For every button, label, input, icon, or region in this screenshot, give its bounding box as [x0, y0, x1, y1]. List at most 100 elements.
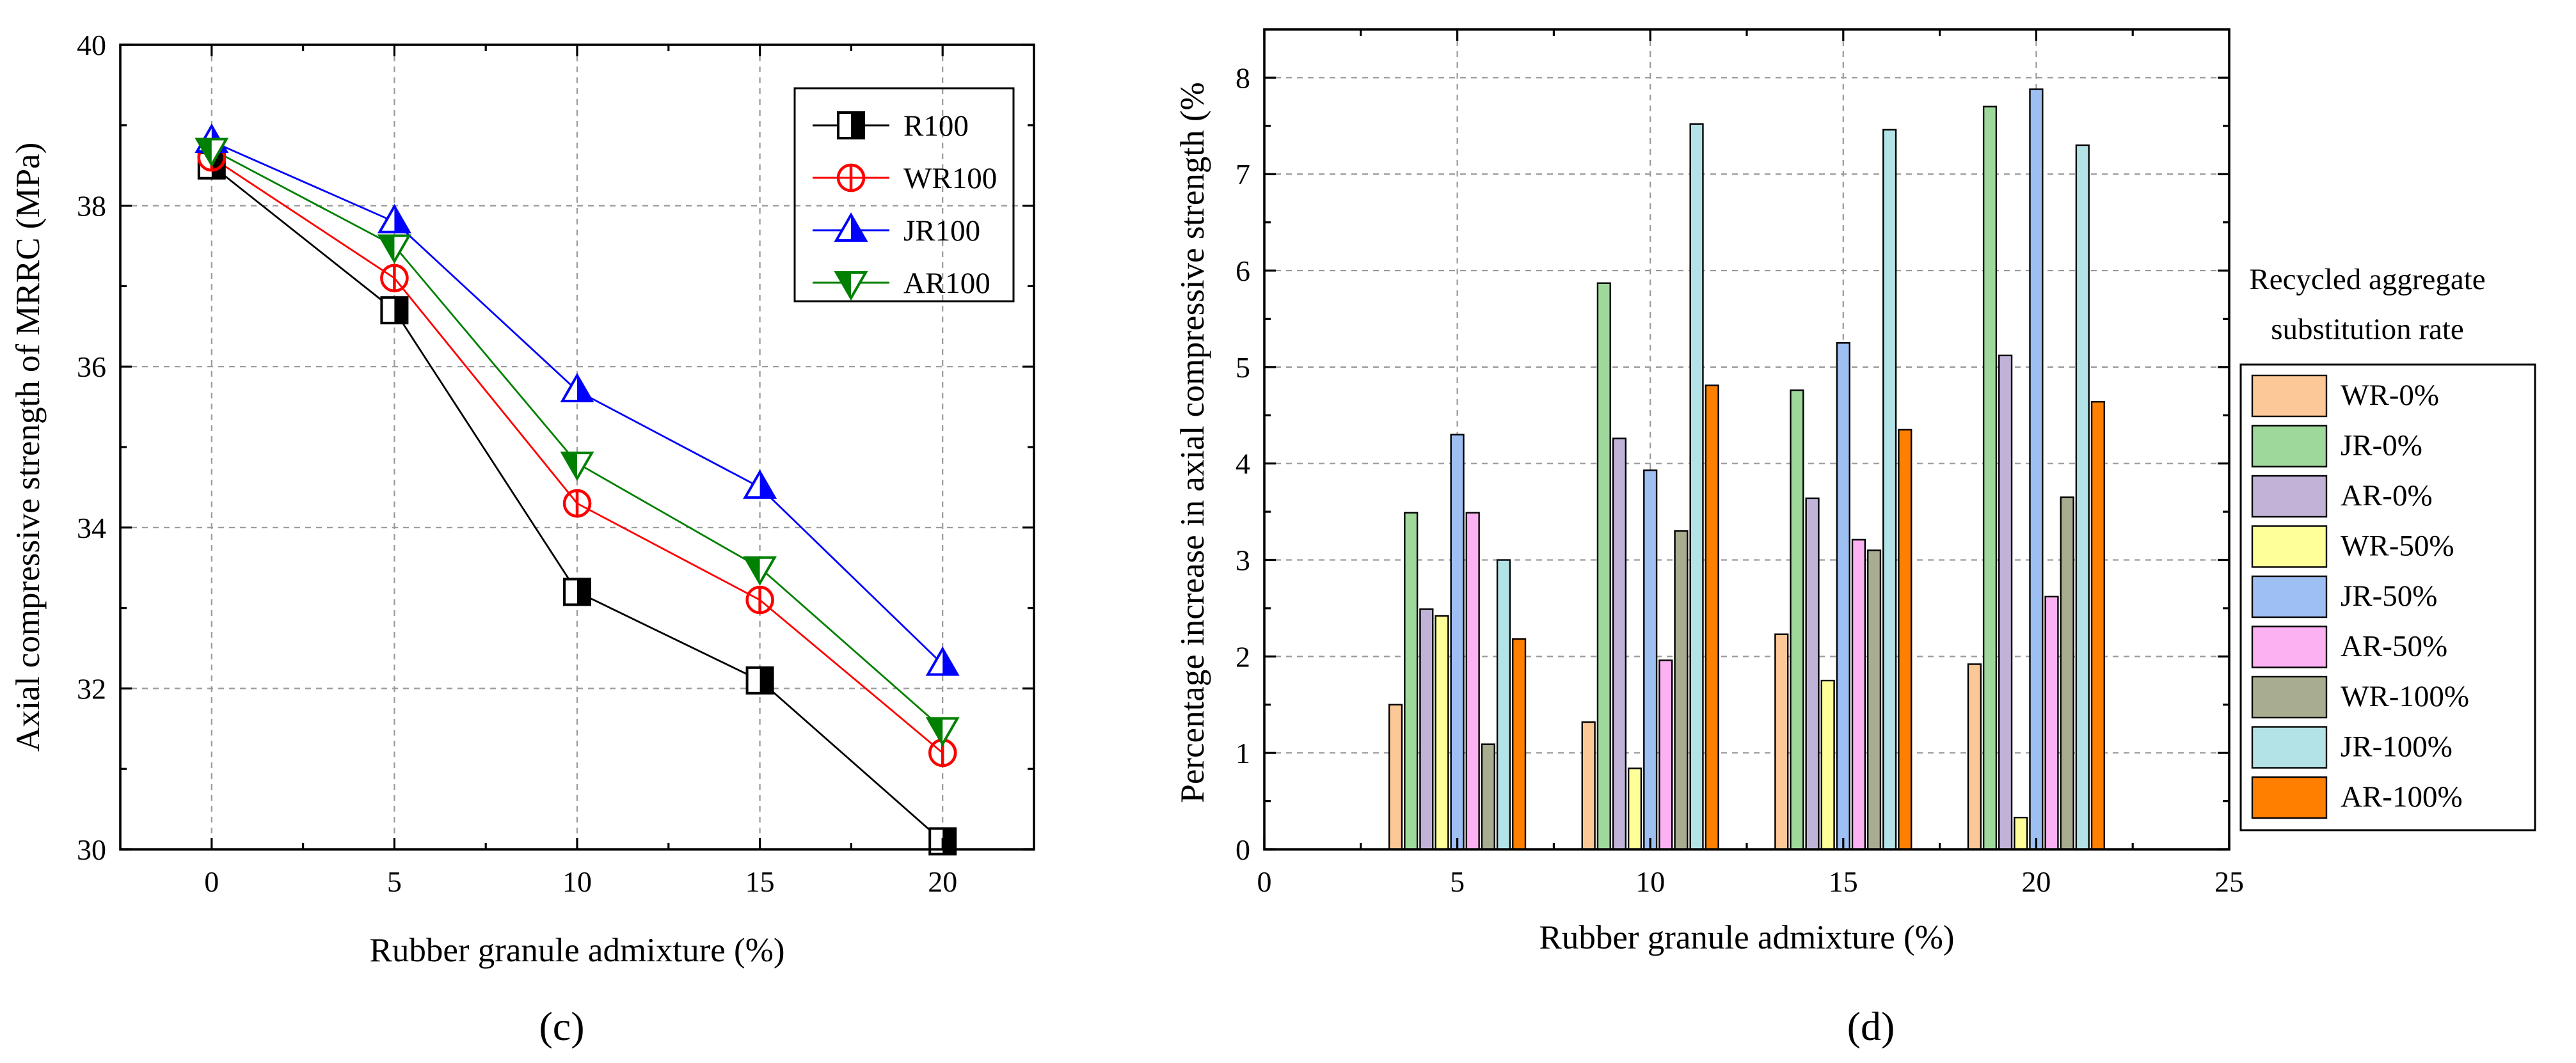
- data-point-jr100: [925, 646, 960, 676]
- x-tick-label: 20: [2021, 865, 2051, 898]
- bar-ar-100pct-15: [1898, 429, 1912, 851]
- y-axis-label: Axial compressive strength of MRRC (MPa): [10, 143, 47, 752]
- grid-lines: [1264, 29, 2229, 849]
- bar-jr-0pct-10: [1596, 282, 1611, 851]
- legend: WR-0% JR-0% AR-0% WR-50% JR-50% AR-50% WR-100%…: [2239, 363, 2536, 831]
- grid-lines: [120, 45, 1034, 849]
- data-point-r100: [563, 578, 591, 606]
- legend-swatch: [2251, 425, 2328, 468]
- bar-ar-0pct-5: [1419, 608, 1434, 851]
- legend-label-wr-0pct: WR-0%: [2341, 379, 2439, 412]
- bar-jr-0pct-20: [1982, 106, 1998, 851]
- bar-wr-50pct-10: [1627, 768, 1642, 851]
- bar-jr-100pct-20: [2075, 144, 2090, 851]
- data-point-ar100: [743, 556, 777, 586]
- legend-label-ar-0pct: AR-0%: [2341, 479, 2433, 512]
- bar-ar-50pct-10: [1658, 659, 1673, 851]
- panel-label-c: (c): [539, 1004, 584, 1049]
- legend-label-jr-100pct: JR-100%: [2341, 730, 2453, 764]
- y-tick-label: 6: [1236, 255, 1250, 287]
- series-lines: [195, 123, 960, 856]
- axis-ticks: 0 5 10 15 20 30 32 34 36 38 40: [77, 29, 1034, 898]
- bar-jr-0pct-5: [1404, 512, 1419, 851]
- bar-wr-100pct-10: [1674, 530, 1689, 851]
- data-point-jr100: [377, 203, 411, 233]
- data-point-r100: [380, 296, 409, 325]
- x-tick-label: 5: [387, 865, 402, 898]
- bar-jr-100pct-10: [1689, 123, 1704, 851]
- bar-jr-0pct-15: [1790, 389, 1804, 851]
- legend-swatch: [2251, 525, 2328, 568]
- bar-wr-50pct-5: [1435, 615, 1449, 851]
- x-tick-label: 5: [1450, 865, 1465, 898]
- legend-label-jr-50pct: JR-50%: [2341, 579, 2437, 613]
- data-point-jr100: [743, 469, 777, 499]
- legend-swatch: [2251, 626, 2328, 668]
- bars: [1388, 88, 2106, 851]
- bar-wr-50pct-20: [2014, 817, 2028, 851]
- axis-ticks: 0 5 10 15 20 25 0 1 2 3 4 5 6 7 8: [1236, 29, 2244, 898]
- y-tick-label: 7: [1236, 158, 1250, 191]
- y-tick-label: 38: [77, 190, 106, 223]
- x-tick-label: 25: [2214, 865, 2244, 898]
- data-point-r100: [745, 666, 774, 695]
- legend-label-wr100: WR100: [903, 162, 997, 195]
- x-tick-label: 10: [1635, 865, 1665, 898]
- data-point-wr100: [562, 489, 592, 518]
- y-tick-label: 30: [77, 833, 106, 866]
- x-tick-label: 0: [1257, 865, 1272, 898]
- legend-title-line-2: substitution rate: [2271, 313, 2464, 346]
- legend-swatch: [2251, 726, 2328, 769]
- legend-label-ar100: AR100: [903, 267, 990, 300]
- bar-wr-100pct-15: [1866, 549, 1882, 851]
- x-tick-label: 15: [745, 865, 775, 898]
- bar-ar-0pct-15: [1805, 497, 1820, 851]
- legend-label-wr-100pct: WR-100%: [2341, 680, 2469, 713]
- legend-label-jr100: JR100: [903, 214, 980, 248]
- y-tick-label: 4: [1236, 448, 1250, 480]
- bar-ar-50pct-15: [1851, 539, 1866, 851]
- bar-wr-0pct-10: [1581, 721, 1596, 851]
- bar-jr-100pct-15: [1882, 129, 1897, 851]
- bar-jr-50pct-10: [1643, 469, 1658, 851]
- bar-jr-50pct-5: [1450, 434, 1465, 851]
- bar-jr-50pct-15: [1836, 342, 1850, 851]
- bar-wr-0pct-20: [1967, 663, 1982, 851]
- panel-label-d: (d): [1847, 1004, 1895, 1049]
- bar-ar-100pct-20: [2090, 400, 2106, 851]
- x-tick-label: 10: [562, 865, 592, 898]
- y-axis-label: Percentage increase in axial compressive…: [1174, 82, 1211, 803]
- legend-marker: [836, 163, 866, 193]
- legend-box: [793, 87, 1015, 303]
- y-tick-label: 0: [1236, 833, 1250, 866]
- x-tick-label: 15: [1829, 865, 1858, 898]
- legend-marker: [834, 212, 868, 242]
- data-point-ar100: [195, 138, 229, 168]
- bar-jr-50pct-20: [2029, 88, 2044, 851]
- data-point-ar100: [377, 234, 411, 264]
- y-tick-label: 8: [1236, 61, 1250, 94]
- y-tick-label: 32: [77, 672, 106, 705]
- y-tick-label: 2: [1236, 640, 1250, 673]
- legend-label-ar-100pct: AR-100%: [2341, 780, 2463, 814]
- data-point-ar100: [560, 452, 594, 482]
- bar-wr-100pct-5: [1481, 743, 1495, 851]
- legend-swatch: [2251, 475, 2328, 518]
- bar-chart-panel: 0 5 10 15 20 25 0 1 2 3 4 5 6 7 8 Rubber granule admix…: [1174, 28, 2536, 1049]
- bar-ar-50pct-5: [1465, 512, 1480, 851]
- y-tick-label: 36: [77, 350, 106, 383]
- y-tick-label: 3: [1236, 544, 1250, 577]
- legend-label-r100: R100: [903, 109, 969, 143]
- y-tick-label: 34: [77, 512, 106, 544]
- legend: R100 WR100 JR100 AR100: [793, 87, 1015, 303]
- y-tick-label: 1: [1236, 737, 1250, 769]
- legend-swatch: [2251, 776, 2328, 819]
- x-axis-label: Rubber granule admixture (%): [1539, 919, 1954, 956]
- bar-ar-100pct-10: [1705, 384, 1719, 851]
- data-point-wr100: [745, 585, 774, 615]
- data-point-ar100: [925, 717, 960, 747]
- bar-ar-100pct-5: [1512, 638, 1527, 851]
- bar-jr-100pct-5: [1496, 559, 1511, 851]
- legend-label-ar-50pct: AR-50%: [2341, 630, 2447, 663]
